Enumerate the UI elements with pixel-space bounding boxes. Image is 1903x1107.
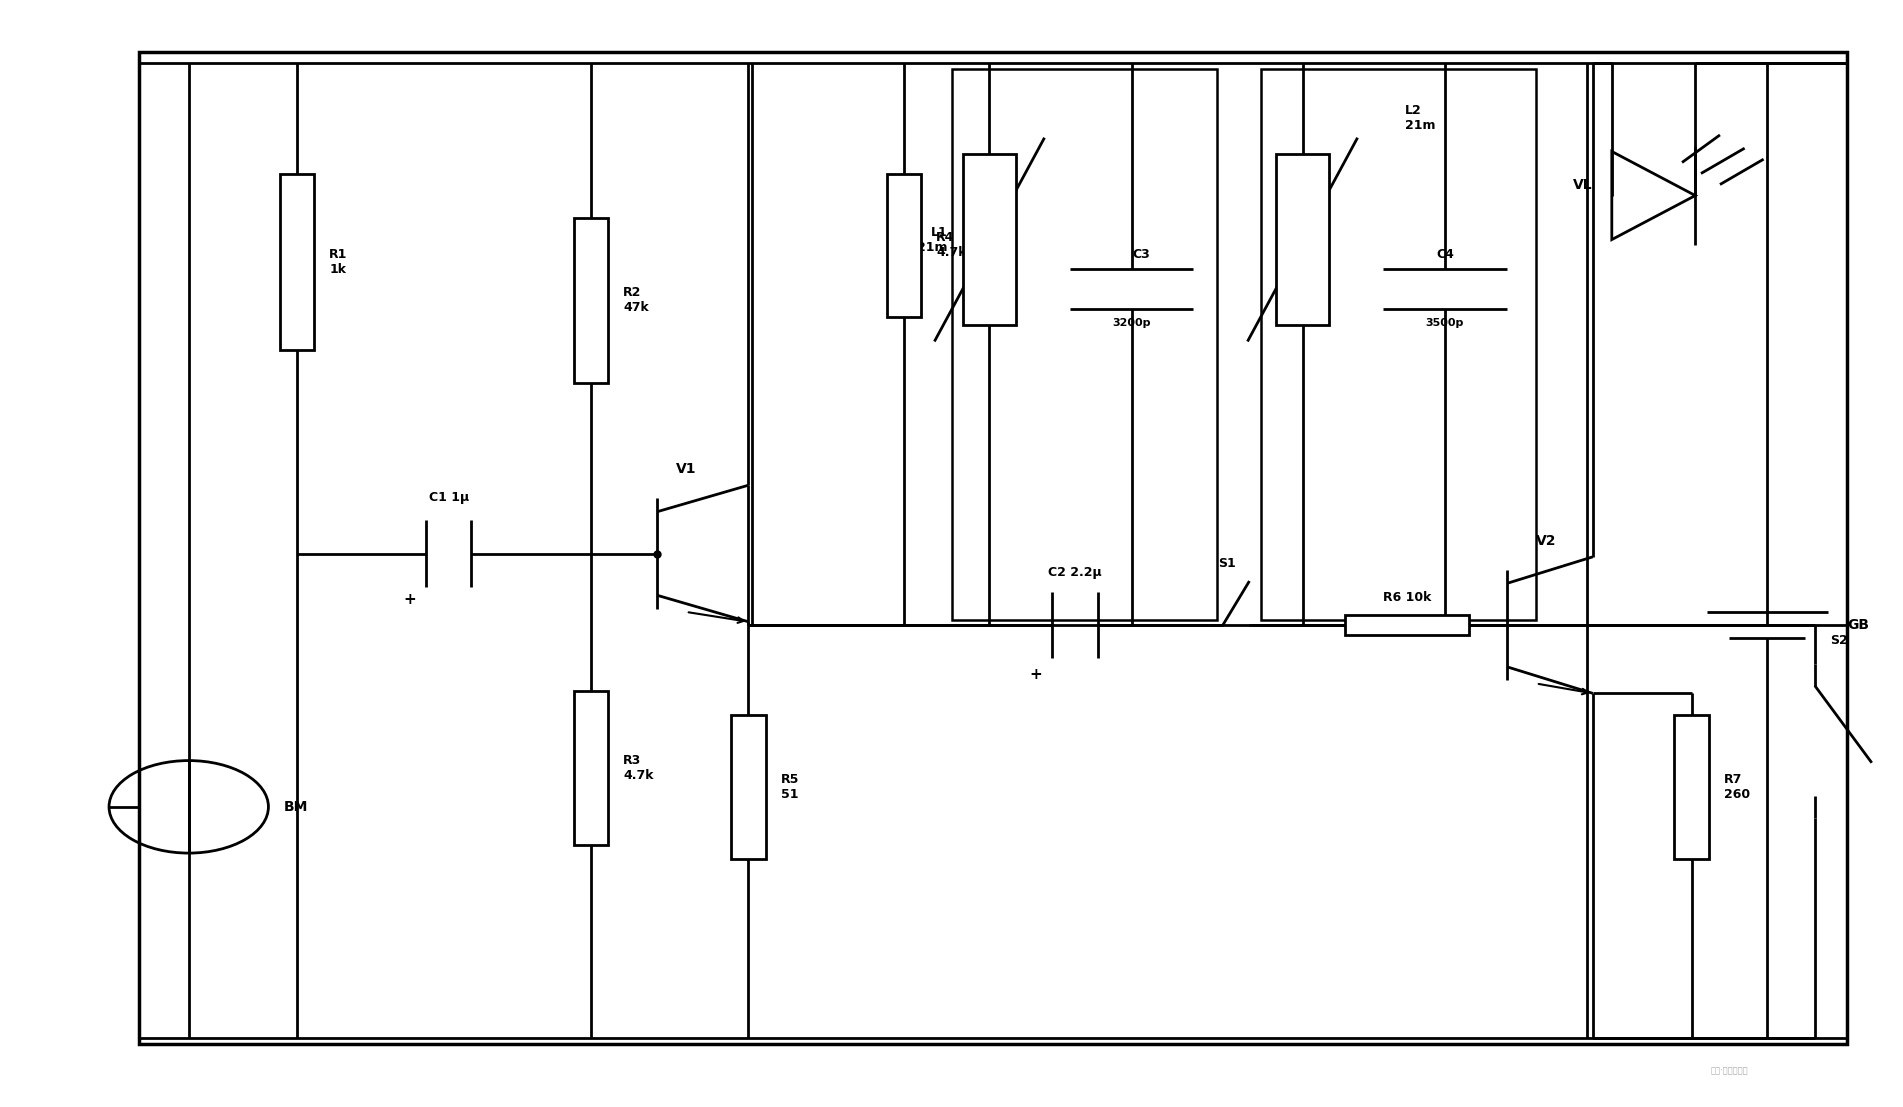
Text: C1 1μ: C1 1μ bbox=[428, 490, 468, 504]
Text: R3
4.7k: R3 4.7k bbox=[624, 754, 655, 783]
Text: R7
260: R7 260 bbox=[1724, 773, 1751, 801]
Text: R2
47k: R2 47k bbox=[624, 287, 649, 314]
Text: S2: S2 bbox=[1831, 634, 1848, 648]
Text: C4: C4 bbox=[1437, 248, 1454, 260]
Text: 维库·电子市场网: 维库·电子市场网 bbox=[1711, 1067, 1749, 1076]
Bar bbox=[139, 52, 1848, 1044]
Text: GB: GB bbox=[1848, 618, 1869, 632]
Bar bbox=[731, 715, 765, 859]
Text: +: + bbox=[403, 592, 417, 607]
Text: R4
4.7k: R4 4.7k bbox=[936, 231, 967, 259]
Text: S1: S1 bbox=[1218, 557, 1235, 570]
Bar bbox=[1345, 615, 1469, 635]
Bar bbox=[1262, 69, 1536, 620]
Bar bbox=[1277, 154, 1328, 325]
Text: BM: BM bbox=[284, 800, 308, 814]
Bar bbox=[575, 218, 609, 383]
Text: VL: VL bbox=[1574, 177, 1593, 192]
Text: V2: V2 bbox=[1536, 534, 1557, 548]
Text: 3500p: 3500p bbox=[1425, 318, 1463, 328]
Bar bbox=[887, 174, 921, 317]
Text: +: + bbox=[1030, 666, 1043, 682]
Text: C2 2.2μ: C2 2.2μ bbox=[1049, 566, 1102, 579]
Text: R5
51: R5 51 bbox=[780, 773, 799, 801]
Text: L2
21m: L2 21m bbox=[1404, 104, 1435, 132]
Bar bbox=[963, 154, 1016, 325]
Bar bbox=[280, 174, 314, 350]
Bar bbox=[1675, 715, 1709, 859]
Text: V1: V1 bbox=[676, 463, 696, 476]
Text: R6 10k: R6 10k bbox=[1383, 591, 1431, 604]
Text: L1
21m: L1 21m bbox=[917, 226, 948, 254]
Text: R1
1k: R1 1k bbox=[329, 248, 348, 276]
Text: 3200p: 3200p bbox=[1113, 318, 1151, 328]
Bar bbox=[575, 691, 609, 846]
Text: C3: C3 bbox=[1132, 248, 1149, 260]
Bar bbox=[952, 69, 1218, 620]
